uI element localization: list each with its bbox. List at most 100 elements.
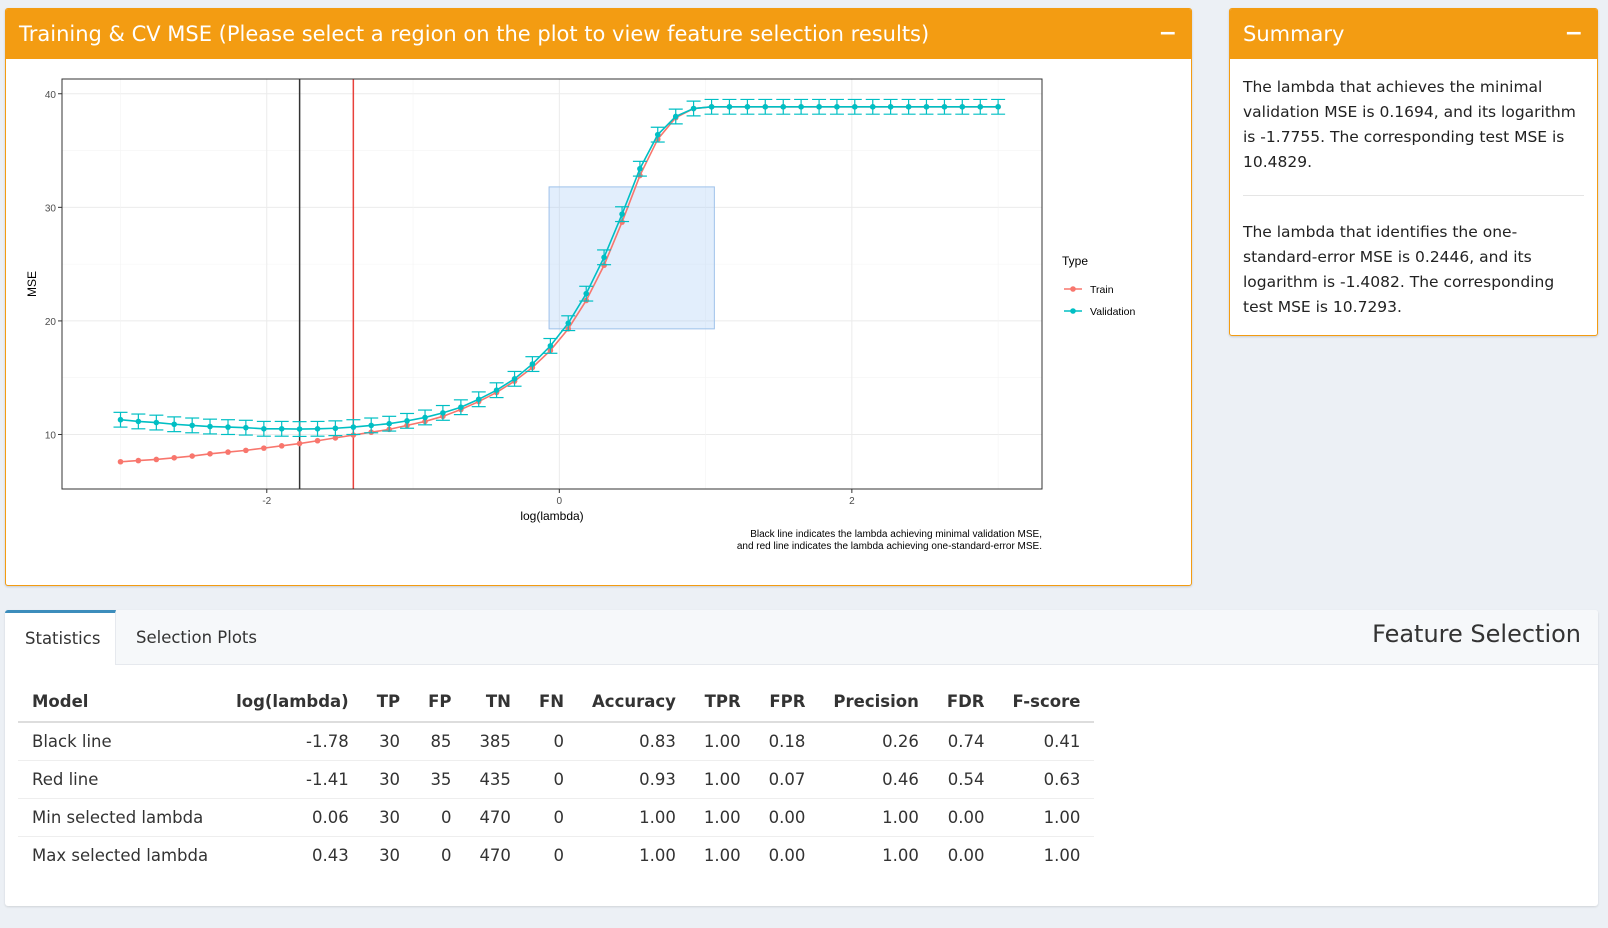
train-point — [189, 453, 195, 459]
validation-point — [278, 426, 285, 432]
model-name-cell: Max selected lambda — [18, 836, 223, 874]
table-cell: 0.06 — [222, 798, 363, 837]
validation-point — [458, 404, 464, 411]
table-cell: 0 — [524, 760, 579, 799]
table-cell: 30 — [362, 798, 415, 837]
column-header: TPR — [689, 681, 755, 723]
validation-point — [117, 416, 124, 423]
column-header: Accuracy — [578, 681, 690, 723]
mse-plot-title: Training & CV MSE (Please select a regio… — [19, 22, 930, 46]
collapse-summary-button[interactable]: − — [1564, 21, 1583, 46]
summary-divider — [1243, 195, 1584, 196]
validation-point — [834, 104, 840, 110]
summary-one-se-text: The lambda that identifies the one-stand… — [1243, 223, 1555, 316]
train-point — [278, 443, 285, 449]
table-cell: 0.00 — [754, 836, 820, 874]
table-cell: 0 — [414, 836, 466, 874]
table-cell: 1.00 — [819, 798, 933, 837]
table-cell: 1.00 — [689, 836, 755, 874]
table-cell: 0 — [524, 836, 579, 874]
validation-point — [547, 343, 554, 349]
mse-chart[interactable]: 10 20 30 40 -2 0 2 log(lambda) MSE Black line ind… — [6, 59, 1191, 579]
validation-point — [171, 421, 177, 428]
validation-point — [923, 104, 930, 110]
column-header: FP — [414, 681, 466, 723]
validation-point — [977, 104, 984, 110]
validation-point — [583, 290, 590, 297]
tab-selection-plots[interactable]: Selection Plots — [136, 628, 257, 647]
x-tick-label: 0 — [557, 496, 563, 507]
table-cell: 0.41 — [998, 721, 1095, 761]
validation-point — [744, 104, 751, 110]
train-point — [243, 447, 249, 454]
x-axis-label: log(lambda) — [520, 509, 583, 523]
table-cell: 1.00 — [578, 836, 690, 874]
validation-point — [995, 104, 1001, 110]
collapse-plot-button[interactable]: − — [1158, 21, 1177, 46]
legend-key-point — [1070, 308, 1076, 314]
y-tick-label: 40 — [45, 90, 57, 101]
train-point — [225, 449, 231, 455]
validation-point — [869, 104, 876, 110]
validation-point — [225, 424, 231, 430]
validation-point — [529, 361, 536, 367]
table-cell: 0.63 — [998, 760, 1095, 799]
y-tick-label: 10 — [45, 430, 57, 441]
validation-point — [243, 424, 249, 431]
legend-label-validation: Validation — [1090, 306, 1135, 318]
table-row: Black line -1.78 30 85 385 0 0.83 1.00 0.18 0.26 0… — [18, 721, 1095, 761]
table-cell: 30 — [362, 836, 415, 874]
table-cell: 0.74 — [932, 721, 999, 761]
column-header: Model — [18, 681, 223, 723]
validation-point — [296, 426, 303, 432]
tab-statistics[interactable]: Statistics — [5, 610, 116, 665]
table-cell: 1.00 — [689, 721, 755, 761]
table-cell: 0 — [524, 721, 579, 761]
statistics-table: Model log(lambda) TP FP TN FN Accuracy T… — [18, 681, 1095, 874]
train-point — [171, 454, 177, 461]
table-cell: 0.18 — [754, 721, 820, 761]
mse-plot-header: Training & CV MSE (Please select a regio… — [6, 9, 1191, 59]
table-cell: 1.00 — [998, 836, 1095, 874]
validation-point — [619, 211, 625, 217]
validation-point — [798, 104, 804, 110]
model-name-cell: Min selected lambda — [18, 798, 223, 837]
train-point — [296, 440, 303, 447]
column-header: TP — [362, 681, 415, 723]
table-row: Min selected lambda 0.06 30 0 470 0 1.00 1.00 0.… — [18, 798, 1095, 837]
table-cell: 0.07 — [754, 760, 820, 799]
table-cell: 435 — [465, 760, 525, 799]
legend-label-train: Train — [1090, 284, 1114, 296]
validation-point — [189, 422, 195, 429]
validation-point — [726, 104, 733, 110]
y-tick-label: 20 — [45, 317, 57, 328]
x-tick-label: -2 — [262, 496, 271, 507]
table-cell: 0.46 — [819, 760, 933, 799]
table-row: Max selected lambda 0.43 30 0 470 0 1.00 1.00 0.… — [18, 836, 1095, 874]
validation-point — [708, 104, 715, 110]
validation-point — [690, 105, 697, 112]
table-cell: 0.43 — [222, 836, 363, 874]
validation-point — [672, 113, 679, 120]
validation-series-line — [120, 106, 999, 430]
brush-selection-region — [548, 186, 715, 330]
x-tick-label: 2 — [849, 496, 855, 507]
mse-plot-panel: Training & CV MSE (Please select a regio… — [5, 8, 1192, 586]
train-point — [135, 457, 142, 464]
summary-header: Summary − — [1230, 9, 1597, 59]
table-cell: 30 — [362, 760, 415, 799]
validation-point — [386, 420, 393, 427]
validation-point — [887, 104, 894, 110]
column-header: TN — [465, 681, 525, 723]
table-cell: 1.00 — [998, 798, 1095, 837]
column-header: log(lambda) — [222, 681, 363, 723]
validation-point — [816, 104, 822, 110]
plot-caption-line: Black line indicates the lambda achievin… — [750, 529, 1042, 540]
feature-selection-panel: Statistics Selection Plots Feature Selec… — [5, 610, 1598, 906]
feature-selection-tabs: Statistics Selection Plots Feature Selec… — [5, 610, 1598, 665]
validation-point — [654, 131, 661, 138]
plot-area — [62, 79, 1042, 489]
table-cell: 0.00 — [932, 836, 999, 874]
plot-border — [61, 78, 1043, 490]
model-name-cell: Red line — [18, 760, 223, 799]
